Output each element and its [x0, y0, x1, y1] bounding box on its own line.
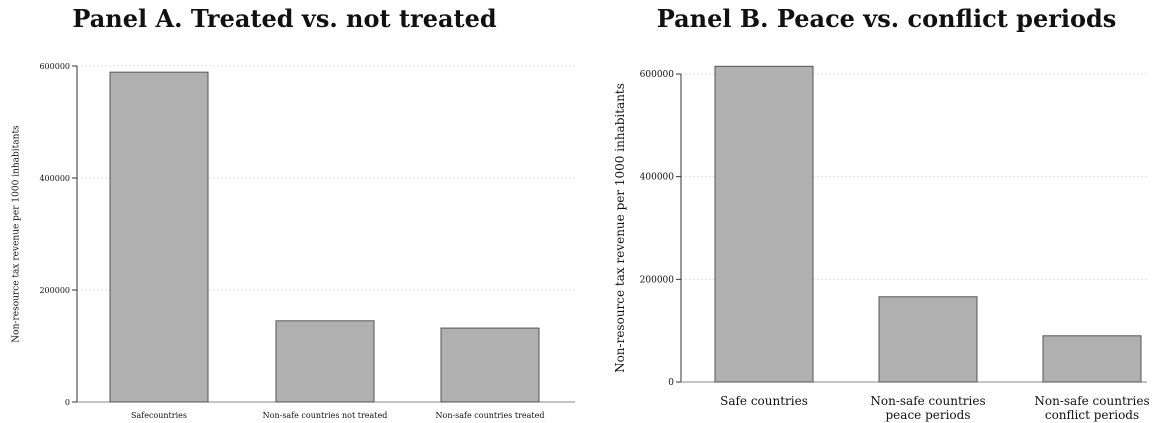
panel-a-category-label: Non-safe countries treated [436, 411, 545, 420]
panel-b-category-label: Non-safe countries [1034, 394, 1149, 408]
panel-b-bar [1042, 335, 1142, 383]
panel-b-y-tick-label: 600000 [640, 70, 675, 80]
panel-a-y-tick-label: 400000 [39, 174, 70, 183]
panel-b-bar [878, 296, 978, 383]
panel-b-y-tick-label: 400000 [640, 173, 675, 183]
panel-b-category-label: Safe countries [720, 394, 808, 408]
panel-a-bar [275, 320, 375, 403]
panel-a-category-label: Safecountries [131, 411, 187, 420]
panel-b-y-tick-label: 200000 [640, 275, 675, 285]
panel-b-plot: 0 200000 400000 600000 Safe countries Non-saf… [640, 65, 1150, 422]
panel-b-category-label: conflict periods [1045, 408, 1139, 422]
panel-a-title: Panel A. Treated vs. not treated [72, 4, 497, 33]
panel-a-bar [109, 71, 209, 403]
panel-a-category-label: Non-safe countries not treated [263, 411, 388, 420]
panel-a-y-tick-label: 200000 [39, 286, 70, 295]
panel-b-bar [714, 65, 814, 383]
panel-a-y-tick-label: 600000 [39, 62, 70, 71]
panel-a-bar [440, 327, 540, 403]
panel-b-y-tick-label: 0 [668, 378, 674, 388]
panel-a-plot: 0 200000 400000 600000 Safecountries Non-safe… [39, 62, 575, 420]
panel-b-chart: Panel B. Peace vs. conflict periods Non-… [590, 0, 1173, 423]
panel-b-title: Panel B. Peace vs. conflict periods [656, 4, 1117, 33]
panel-a-chart: Panel A. Treated vs. not treated Non-res… [0, 0, 585, 423]
panel-a-y-tick-label: 0 [65, 398, 70, 407]
panel-b-category-label: Non-safe countries [870, 394, 985, 408]
panel-b-category-label: peace periods [886, 408, 971, 422]
